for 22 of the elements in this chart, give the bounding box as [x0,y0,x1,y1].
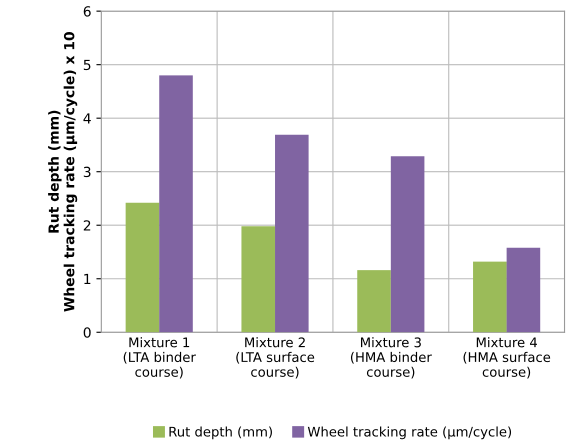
y-tick-label: 3 [84,166,90,178]
y-tick-label: 6 [84,6,91,17]
legend-label: Rut depth (mm) [169,426,272,440]
y-tick-label: 4 [83,113,91,124]
bar [241,226,276,332]
y-tick-label: 0 [84,327,91,338]
bar [275,134,309,332]
bar [159,75,193,332]
y-tick-label: 1 [84,274,90,284]
bar [390,156,424,332]
x-tick-label: Mixture 1 (LTA binder course) [124,337,196,378]
x-tick-label: Mixture 4 (HMA surface course) [464,337,550,378]
y-tick-label: 5 [84,60,90,70]
x-tick-label: Mixture 3 (HMA binder course) [350,337,432,378]
legend-label: Wheel tracking rate (µm/cycle) [308,426,512,440]
bar [126,202,160,332]
bar [357,270,391,332]
y-axis-title: Rut depth (mm) Wheel tracking rate (µm/cycle) x 10 [48,32,78,312]
x-tick-label: Mixture 2 (LTA surface course) [236,337,314,378]
y-tick-label: 2 [84,220,90,231]
bar [473,262,507,332]
bar [506,248,540,332]
